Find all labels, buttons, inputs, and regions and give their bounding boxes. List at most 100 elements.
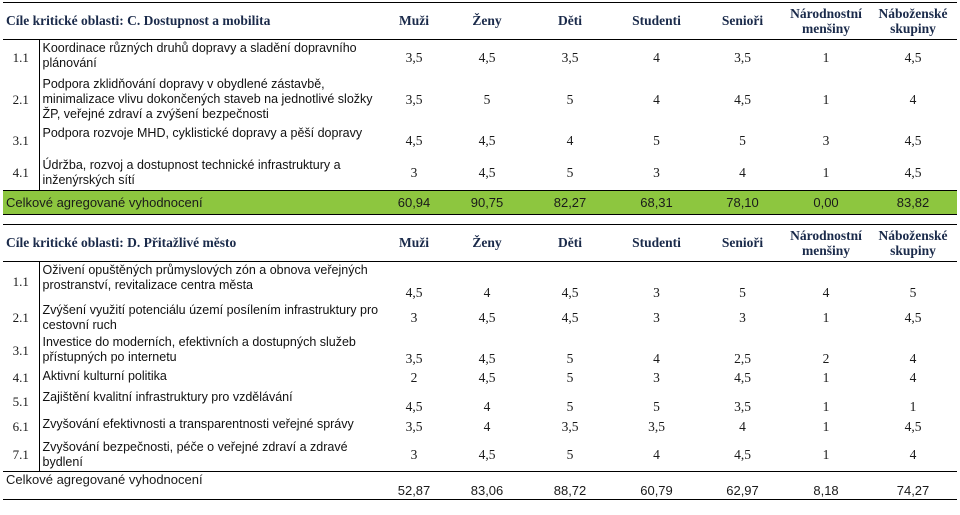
column-header-students: Studenti [611,2,703,40]
goal-id: 6.1 [3,415,40,439]
score-cell: 3,5 [734,49,751,65]
score-cell: 4,5 [405,398,423,414]
total-score-cell: 0,00 [783,190,870,215]
goal-id: 2.1 [3,301,40,334]
total-row: Celkové agregované vyhodnocení 52,87 83,06… [3,470,958,499]
score-cell: 4,5 [904,165,922,181]
score-cell: 3,5 [405,92,423,107]
score-cell: 3 [410,309,418,325]
goal-description: Zvýšení využití potenciálu území posílen… [42,302,379,332]
score-cell: 4 [909,350,917,366]
goal-id: 4.1 [3,367,40,389]
column-header-students: Studenti [611,224,703,262]
score-cell: 4 [909,92,917,107]
goal-id: 1.1 [3,39,40,76]
score-cell: 4,5 [734,446,751,462]
total-score-cell: 83,82 [869,190,958,215]
score-cell: 5 [566,370,574,385]
score-cell: 2 [410,370,418,385]
table-row: 3.1 Podpora rozvoje MHD, cyklistické dopr… [3,124,957,157]
score-cell: 4,5 [561,309,579,325]
goal-id: 1.1 [3,261,40,302]
score-cell: 5 [739,284,746,300]
score-cell: 3,5 [648,419,665,434]
goal-description: Koordinace různých druhů dopravy a sladě… [42,41,357,70]
total-score-cell: 74,27 [869,470,958,499]
score-cell: 3,5 [561,49,579,65]
goal-description: Podpora rozvoje MHD, cyklistické dopravy… [42,125,363,140]
score-cell: 4 [909,446,917,462]
section-d-table: Cíle kritické oblasti: D. Přitažlivé měs… [3,224,958,500]
total-score-cell: 60,94 [383,190,446,215]
score-cell: 4,5 [904,309,922,325]
score-cell: 3,5 [561,419,579,434]
section-d-title: Cíle kritické oblasti: D. Přitažlivé měs… [3,224,384,262]
score-cell: 3 [410,446,418,462]
score-cell: 4,5 [478,370,496,385]
score-cell: 4 [909,370,917,385]
goal-description: Podpora zklidňování dopravy v obydlené z… [42,76,373,121]
table-row: 5.1 Zajištění kvalitní infrastruktury pro… [3,388,957,416]
score-cell: 5 [909,284,917,300]
score-cell: 4,5 [561,284,579,300]
score-cell: 1 [822,398,830,414]
score-cell: 4,5 [478,49,496,65]
column-header-minorities: Národnostní menšiny [783,224,870,262]
goal-description: Oživení opuštěných průmyslových zón a ob… [42,263,368,292]
goal-description: Zajištění kvalitní infrastruktury pro vz… [42,389,293,404]
score-cell: 3,5 [405,350,423,366]
column-header-women: Ženy [445,224,530,262]
table-row: 1.1 Koordinace různých druhů dopravy a sl… [3,39,957,76]
score-cell: 3,5 [405,49,423,65]
score-cell: 5 [566,92,574,107]
section-c-table: Cíle kritické oblasti: C. Dostupnost a m… [3,2,958,215]
table-row: 6.1 Zvyšování efektivnosti a transparentn… [3,415,957,439]
score-cell: 5 [483,92,491,107]
score-cell: 5 [566,446,574,462]
score-cell: 5 [653,398,660,414]
table-row: 2.1 Podpora zklidňování dopravy v obydlen… [3,75,957,125]
table-row: 1.1 Oživení opuštěných průmyslových zón a… [3,261,957,302]
score-cell: 5 [566,398,574,414]
score-cell: 3,5 [734,398,751,414]
score-cell: 3 [653,165,660,181]
goal-id: 2.1 [3,75,40,125]
goal-description: Investice do moderních, efektivních a do… [42,334,356,364]
total-row: Celkové agregované vyhodnocení 60,94 90,75… [3,190,958,215]
score-cell: 4 [653,92,660,107]
score-cell: 4,5 [904,49,922,65]
column-header-men: Muži [383,224,446,262]
score-cell: 5 [566,165,574,181]
total-score-cell: 68,31 [611,190,703,215]
goal-id: 3.1 [3,333,40,368]
goal-id: 5.1 [3,388,40,416]
goal-description: Zvyšování efektivnosti a transparentnost… [42,416,354,431]
total-score-cell: 62,97 [702,470,784,499]
score-cell: 4,5 [405,132,423,148]
score-cell: 1 [822,370,830,385]
score-cell: 4,5 [478,165,496,181]
table-row: 7.1 Zvyšování bezpečnosti, péče o veřejné… [3,438,957,471]
score-cell: 1 [822,446,830,462]
score-cell: 4 [483,398,491,414]
total-label: Celkové agregované vyhodnocení [3,190,384,215]
score-cell: 4 [653,350,660,366]
score-cell: 5 [566,350,574,366]
score-cell: 4,5 [405,284,423,300]
score-cell: 4,5 [478,309,496,325]
score-cell: 3,5 [405,419,423,434]
score-cell: 3 [653,370,660,385]
total-score-cell: 60,79 [611,470,703,499]
score-cell: 1 [822,92,830,107]
score-cell: 4 [822,284,830,300]
section-c-header-row: Cíle kritické oblasti: C. Dostupnost a m… [3,2,958,40]
total-score-cell: 78,10 [702,190,784,215]
score-cell: 4 [739,165,746,181]
table-row: 2.1 Zvýšení využití potenciálu území posí… [3,301,957,334]
goal-description: Zvyšování bezpečnosti, péče o veřejné zd… [42,439,348,469]
column-header-minorities: Národnostní menšiny [783,2,870,40]
goal-description: Aktivní kulturní politika [42,368,167,383]
total-score-cell: 82,27 [529,190,612,215]
score-cell: 4 [566,132,574,148]
column-header-children: Děti [529,2,612,40]
